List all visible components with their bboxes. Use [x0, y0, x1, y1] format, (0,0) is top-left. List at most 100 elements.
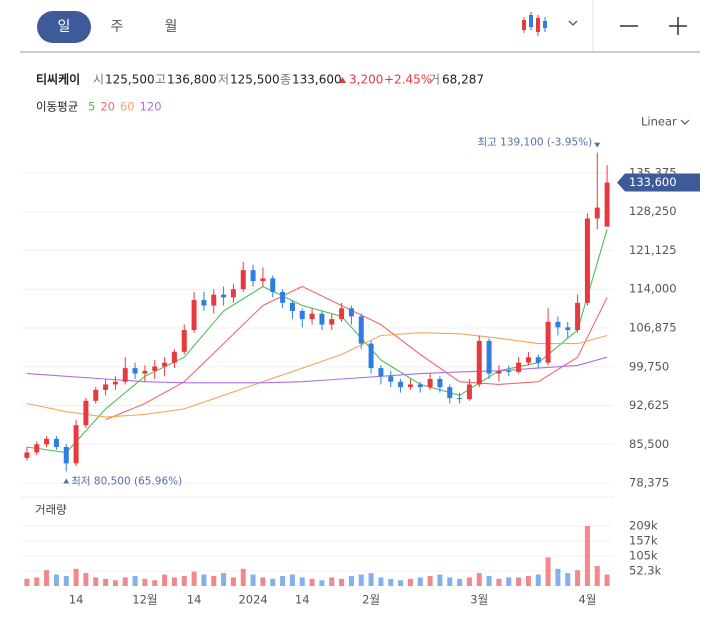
- legend-entry: 120: [140, 100, 162, 114]
- volume-bar: [309, 578, 315, 586]
- candle-body: [525, 357, 531, 363]
- candle-body: [63, 447, 69, 464]
- candle-body: [555, 321, 561, 328]
- volume-bar: [132, 575, 138, 586]
- x-tick-label: 14: [69, 593, 84, 607]
- candle-body: [486, 340, 492, 374]
- volume-bar: [516, 577, 522, 586]
- volume-bar: [545, 557, 551, 586]
- volume-bar: [152, 580, 158, 586]
- y2-tick-label: 157k: [629, 533, 658, 547]
- candle-body: [565, 327, 571, 331]
- x-tick-label: 2024: [238, 593, 267, 607]
- volume-bar: [368, 573, 374, 586]
- candle-body: [348, 308, 354, 317]
- scale-arrow[interactable]: [680, 119, 690, 125]
- candle-body: [53, 438, 59, 448]
- candle-body: [329, 319, 335, 325]
- candle-body: [73, 425, 79, 464]
- x-tick-label: 14: [187, 593, 202, 607]
- volume-bar: [260, 577, 266, 586]
- candle-body: [427, 379, 433, 388]
- quote-label: 시: [93, 73, 104, 87]
- tab[interactable]: 월: [165, 19, 178, 35]
- tab[interactable]: 주: [111, 19, 124, 35]
- candle-body: [34, 444, 40, 453]
- volume-value: 68,287: [442, 73, 484, 87]
- scale-toggle[interactable]: Linear: [641, 115, 677, 129]
- volume-bar: [83, 573, 89, 586]
- candle-body: [132, 368, 138, 374]
- candle-body: [44, 438, 50, 445]
- volume-bar: [584, 526, 590, 586]
- candle-body: [24, 452, 30, 458]
- low-marker: [63, 478, 70, 484]
- candle-body: [201, 300, 207, 306]
- volume-bar: [565, 573, 571, 586]
- candle-body: [152, 366, 158, 371]
- y-tick-label: 92,625: [629, 398, 669, 412]
- tab[interactable]: 일: [58, 19, 71, 35]
- volume-bar: [270, 578, 276, 586]
- zoom-in[interactable]: [669, 17, 687, 35]
- volume-bar: [240, 568, 246, 586]
- volume-bar: [496, 578, 502, 586]
- dropdown-arrow[interactable]: [568, 20, 578, 26]
- volume-bar: [427, 575, 433, 586]
- volume-bar: [358, 574, 364, 586]
- volume-bar: [604, 574, 610, 586]
- high-annotation: 최고 139,100 (-3.95%): [477, 137, 592, 149]
- candle-body: [339, 308, 345, 320]
- quote-label: 고: [155, 73, 166, 87]
- volume-bar: [525, 575, 531, 586]
- ma-line: [26, 332, 608, 418]
- volume-bar: [417, 577, 423, 586]
- candle-body: [584, 218, 590, 303]
- volume-bar: [280, 575, 286, 586]
- volume-bar: [407, 578, 413, 586]
- volume-bar: [575, 570, 581, 586]
- quote-value: 133,600: [292, 73, 342, 87]
- legend-entry: 60: [120, 100, 135, 114]
- volume-bar: [476, 573, 482, 586]
- volume-bar: [142, 578, 148, 586]
- volume-bar: [329, 577, 335, 586]
- volume-bar: [201, 574, 207, 586]
- candle-body: [103, 384, 109, 390]
- legend-title: 이동평균: [36, 100, 78, 114]
- up-arrow: [339, 77, 346, 83]
- y-tick-label: 114,000: [629, 282, 677, 296]
- volume-bar: [486, 575, 492, 586]
- last-price-tag: [617, 173, 700, 192]
- quote-label: 거: [429, 73, 440, 87]
- volume-bar: [506, 577, 512, 586]
- candle-body: [466, 384, 472, 400]
- candle-body: [407, 384, 413, 388]
- candle-body: [280, 291, 286, 303]
- volume-bar: [122, 577, 128, 586]
- x-tick-label: 3월: [470, 593, 488, 607]
- chart-type-icon[interactable]: [522, 12, 547, 36]
- volume-bar: [289, 574, 295, 586]
- volume-bar: [73, 568, 79, 586]
- volume-bar: [299, 577, 305, 586]
- quote-label: 종: [280, 73, 291, 87]
- volume-bar: [388, 578, 394, 586]
- candle-body: [93, 389, 99, 401]
- y-tick-label: 78,375: [629, 476, 669, 490]
- volume-bar: [63, 575, 69, 586]
- high-marker: [594, 142, 601, 148]
- volume-bar: [348, 575, 354, 586]
- x-tick-label: 14: [295, 593, 310, 607]
- candle-body: [358, 316, 364, 344]
- quote-value: 125,500: [105, 73, 155, 87]
- y2-tick-label: 52.3k: [629, 563, 662, 577]
- candle-body: [211, 294, 217, 306]
- change-pct: +2.45%: [384, 73, 432, 87]
- volume-bar: [447, 577, 453, 586]
- candle-body: [162, 362, 168, 367]
- candle-body: [142, 370, 148, 374]
- candle-body: [437, 379, 443, 388]
- tab-active[interactable]: [37, 11, 91, 43]
